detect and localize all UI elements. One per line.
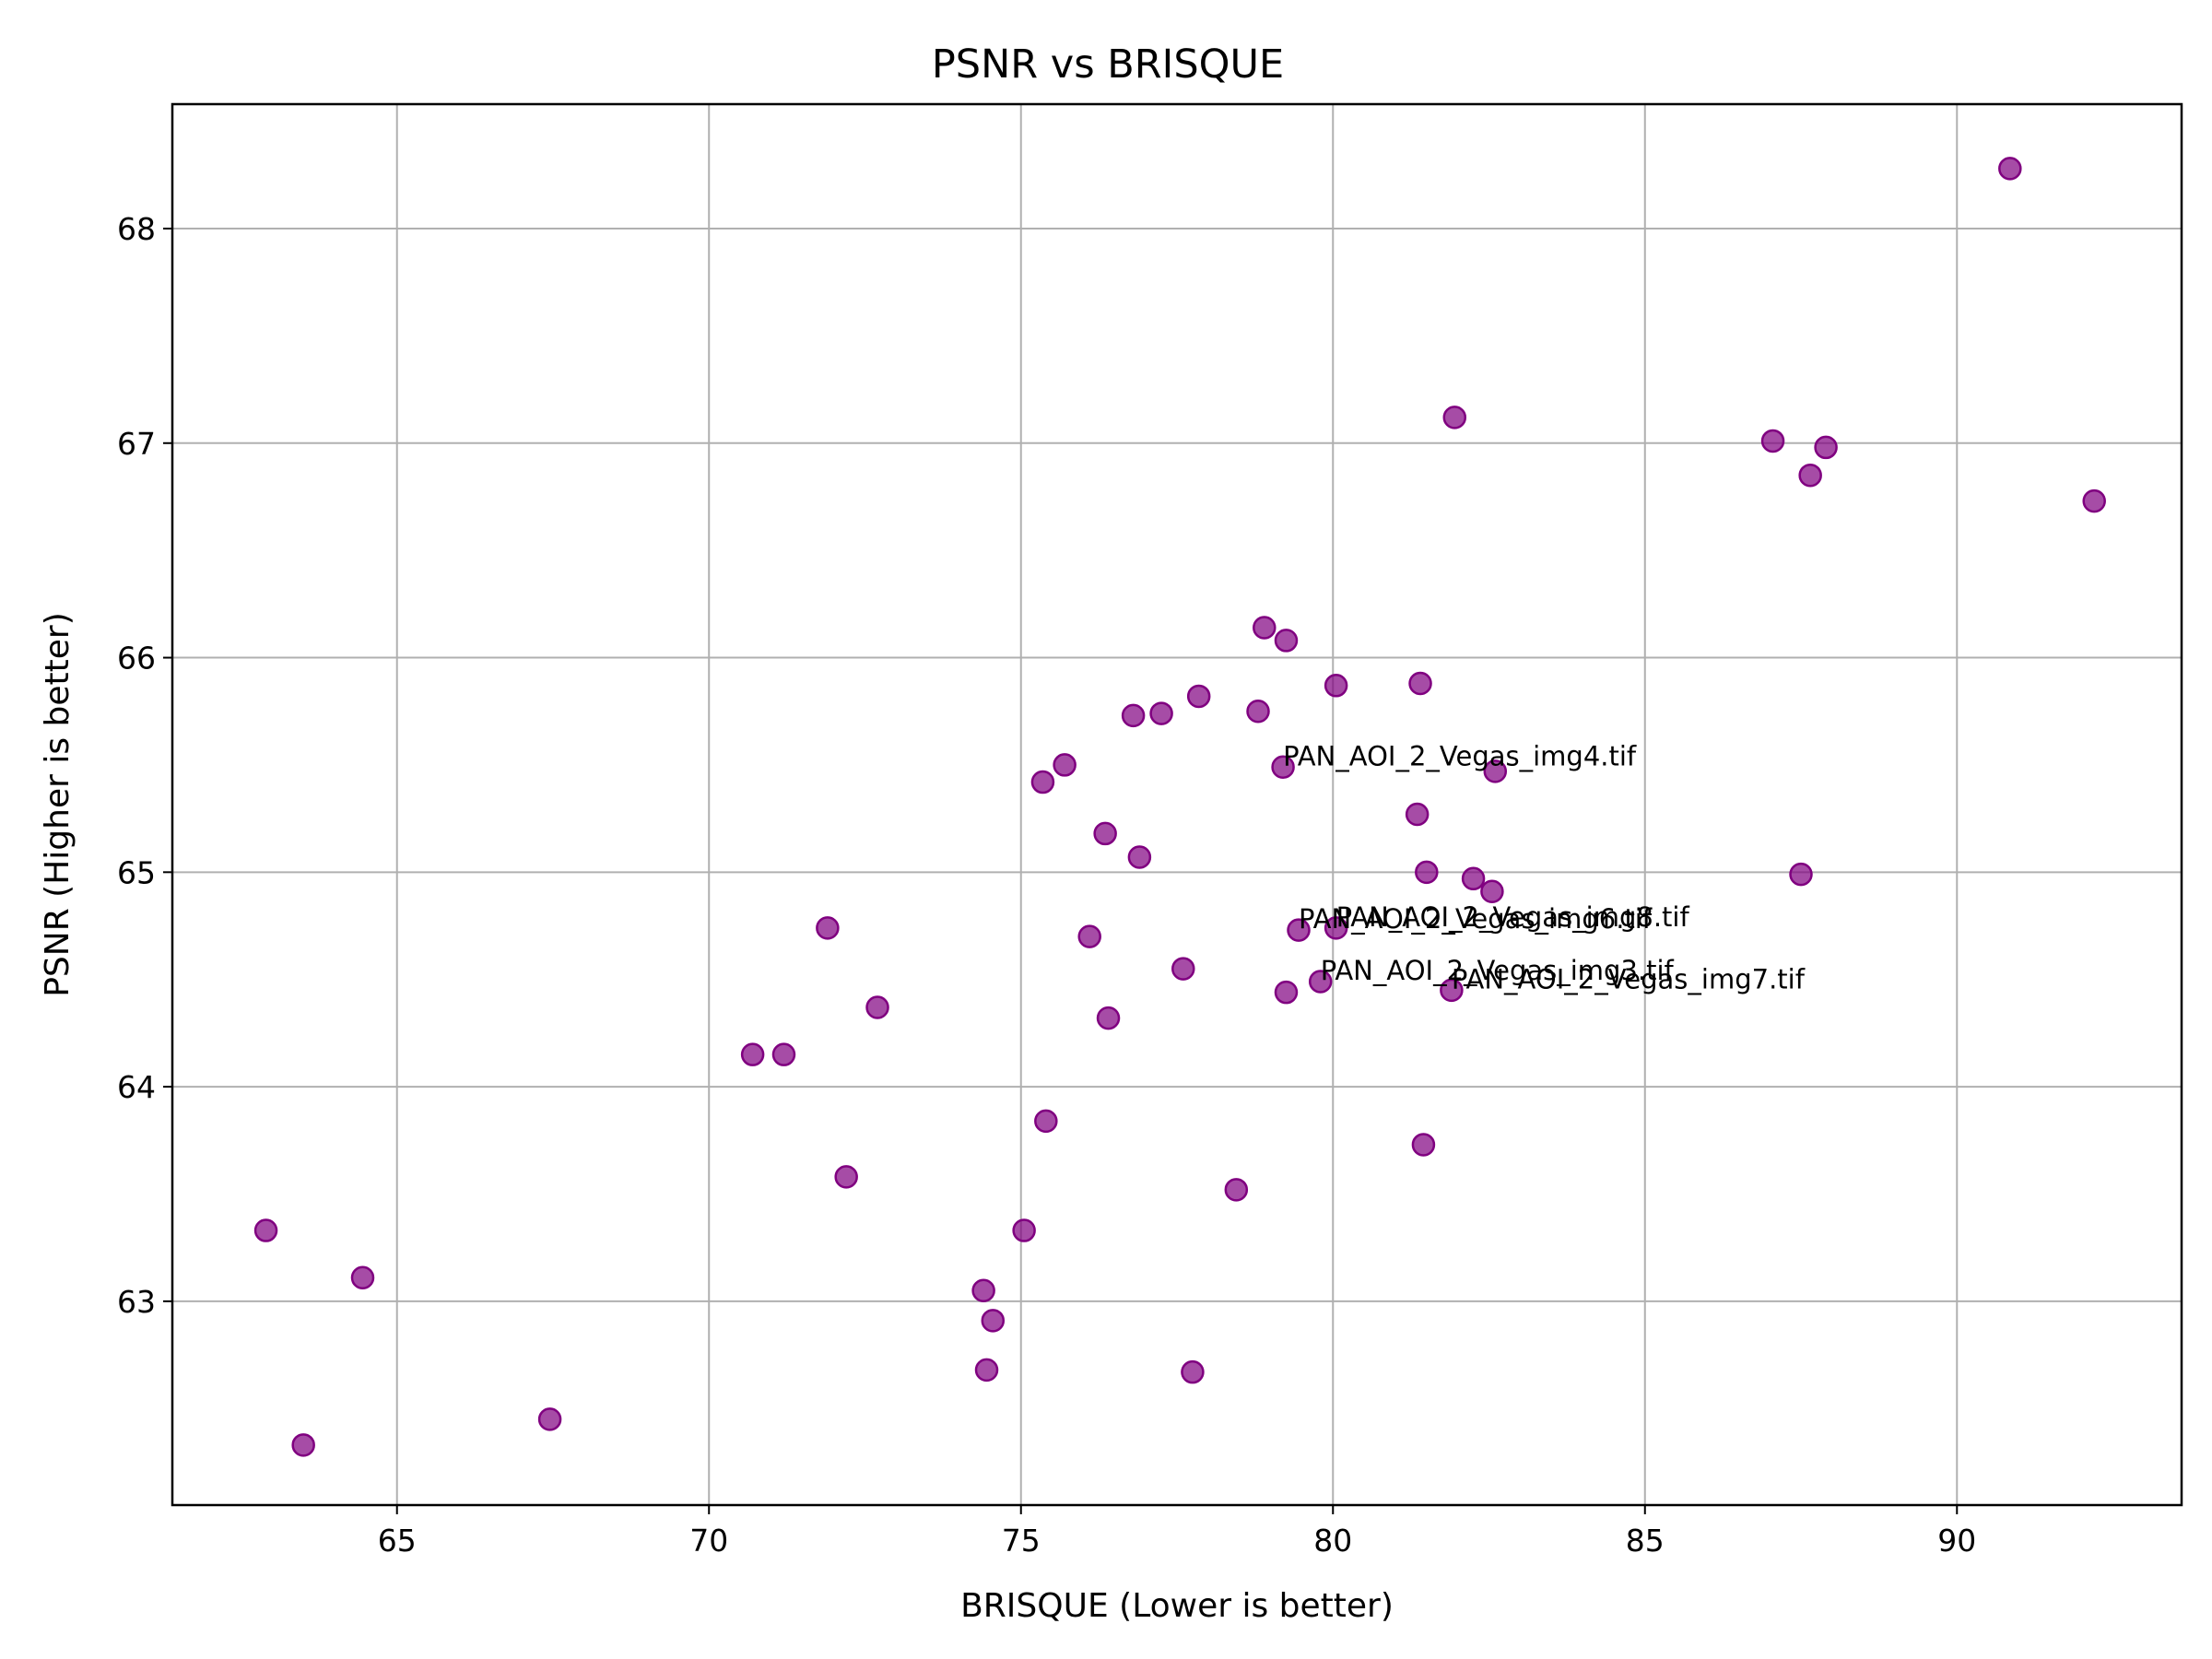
- data-point: [1121, 703, 1146, 728]
- data-point: [1012, 1218, 1036, 1242]
- data-point: [834, 1165, 858, 1189]
- data-point: [1186, 684, 1211, 709]
- data-point: [740, 1042, 765, 1066]
- data-point: [253, 1218, 278, 1242]
- y-tick-label: 65: [117, 854, 156, 890]
- data-point: [1998, 157, 2022, 181]
- x-tick-label: 70: [689, 1523, 728, 1559]
- x-tick-label: 90: [1937, 1523, 1976, 1559]
- data-point: [291, 1433, 315, 1457]
- data-point: [1034, 1109, 1058, 1134]
- x-axis-label: BRISQUE (Lower is better): [960, 1587, 1394, 1625]
- data-point: [1324, 916, 1348, 940]
- data-point: [1096, 1006, 1121, 1030]
- data-point: [1246, 699, 1270, 724]
- y-tick-label: 64: [117, 1069, 156, 1105]
- data-point: [1405, 802, 1430, 827]
- point-annotation: PAN_AOI_2_Vegas_img3.tif: [1321, 955, 1675, 986]
- data-point: [1171, 957, 1195, 981]
- data-point: [537, 1407, 562, 1431]
- data-point: [1274, 980, 1299, 1005]
- data-point: [1093, 821, 1117, 846]
- data-point: [1483, 759, 1508, 783]
- data-point: [1442, 406, 1467, 429]
- data-point: [2082, 488, 2106, 513]
- data-point: [1253, 616, 1277, 640]
- data-point: [1415, 860, 1439, 885]
- data-point: [1789, 862, 1813, 887]
- point-annotations: PAN_AOI_2_Vegas_img4.tif PAN_AOI_2_Vegas_…: [1283, 740, 1806, 994]
- data-point: [1461, 866, 1486, 891]
- data-point: [1127, 845, 1152, 869]
- data-point: [1324, 674, 1348, 698]
- data-point: [771, 1042, 796, 1066]
- data-point: [1798, 463, 1822, 488]
- data-point: [1053, 753, 1077, 777]
- data-point: [974, 1358, 999, 1382]
- data-point: [1181, 1359, 1205, 1384]
- data-point: [816, 916, 840, 940]
- grid-lines: [172, 104, 2182, 1505]
- data-point: [971, 1278, 995, 1302]
- data-point: [1760, 429, 1785, 453]
- chart-title: PSNR vs BRISQUE: [932, 41, 1284, 88]
- data-point: [1814, 435, 1838, 460]
- x-tick-label: 80: [1313, 1523, 1352, 1559]
- data-point: [1149, 701, 1173, 725]
- data-point: [1274, 629, 1299, 653]
- point-annotation: PAN_AOI_2_Vegas_img4.tif: [1283, 740, 1637, 771]
- y-tick-label: 67: [117, 426, 156, 462]
- point-annotation: PAN_AOI_2_Vegas_img6.tif: [1299, 903, 1653, 935]
- data-point: [1077, 924, 1101, 948]
- y-tick-label: 63: [117, 1284, 156, 1320]
- data-point: [1287, 918, 1311, 942]
- data-point: [1224, 1178, 1249, 1202]
- data-points: [253, 157, 2106, 1457]
- axis-ticks: 65 70 75 80 85 90 63 64 65 66 67 68: [117, 211, 1976, 1559]
- data-point: [1480, 879, 1504, 904]
- x-tick-label: 65: [378, 1523, 417, 1559]
- data-point: [1440, 978, 1464, 1003]
- y-tick-label: 68: [117, 211, 156, 247]
- plot-frame: [171, 102, 2183, 1507]
- data-point: [981, 1309, 1006, 1333]
- point-annotation: PAN_AOI_2_Vegas_img8.tif: [1336, 901, 1690, 933]
- y-axis-label: PSNR (Higher is better): [39, 612, 76, 997]
- data-point: [1030, 770, 1055, 794]
- data-point: [1308, 970, 1333, 994]
- y-tick-label: 66: [117, 641, 156, 677]
- data-point: [1408, 671, 1432, 696]
- x-tick-label: 75: [1002, 1523, 1041, 1559]
- data-point: [865, 995, 889, 1019]
- data-point: [1411, 1133, 1436, 1157]
- point-annotation: PAN_AOI_2_Vegas_img7.tif: [1452, 963, 1806, 994]
- data-point: [350, 1265, 375, 1290]
- x-tick-label: 85: [1626, 1523, 1665, 1559]
- data-point: [1271, 755, 1295, 780]
